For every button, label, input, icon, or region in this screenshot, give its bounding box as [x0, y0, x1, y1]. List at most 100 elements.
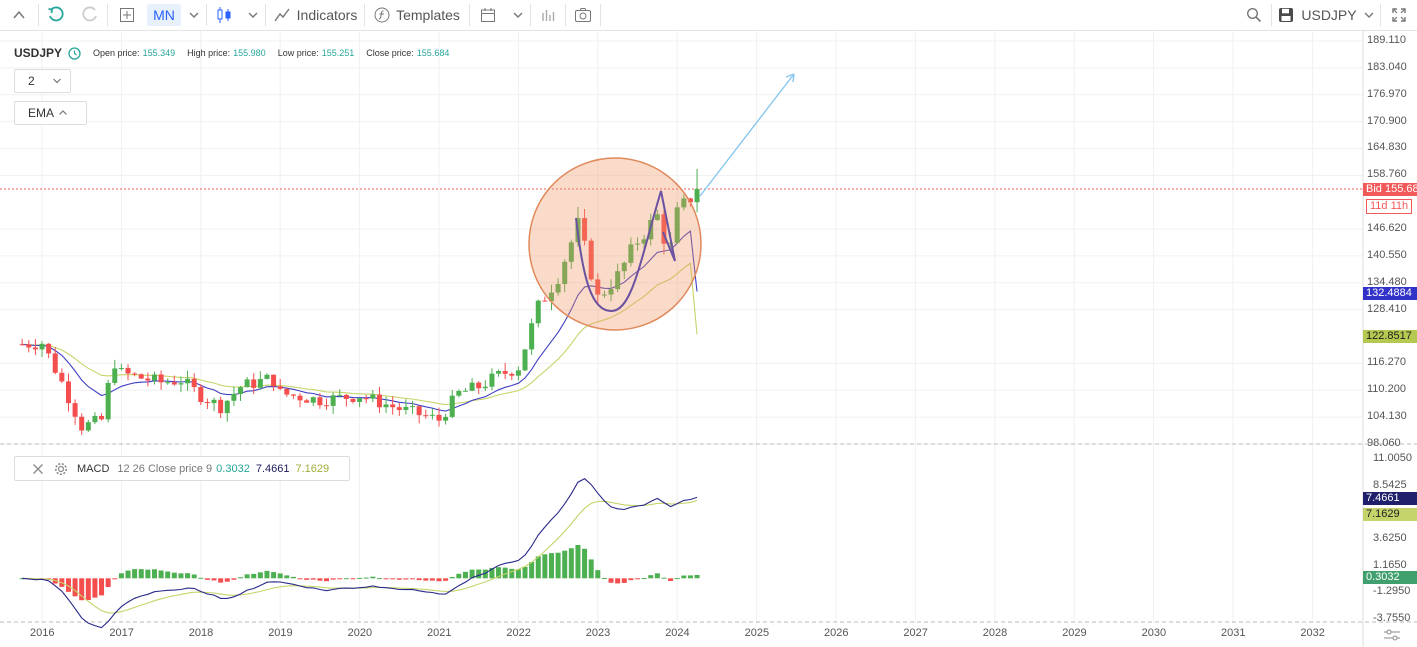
candle-up — [489, 373, 495, 387]
clock-icon — [68, 46, 81, 60]
templates-button[interactable]: Templates — [365, 0, 469, 30]
macd-histogram-bar — [681, 575, 687, 579]
candle-down — [588, 240, 594, 280]
divider — [364, 4, 365, 26]
save-icon[interactable] — [1272, 0, 1300, 30]
candle-up — [224, 400, 230, 414]
symbol-selector[interactable]: USDJPY — [1300, 0, 1358, 30]
macd-histogram-bar — [542, 554, 548, 579]
macd-histogram-bar — [158, 570, 164, 579]
macd-histogram-bar — [211, 578, 217, 581]
candle-up — [39, 343, 45, 350]
count-select[interactable]: 2 — [14, 69, 71, 93]
macd-histogram-bar — [635, 578, 640, 580]
indicators-button[interactable]: Indicators — [266, 0, 364, 30]
high-value: 155.980 — [233, 48, 266, 58]
timeframe-button[interactable]: MN — [146, 0, 182, 30]
ema-fast-line — [22, 230, 698, 412]
undo-icon[interactable] — [39, 0, 73, 30]
macd-histogram-bar — [79, 578, 85, 601]
candle-down — [99, 415, 105, 420]
candle-up — [443, 416, 449, 421]
year-tick-label: 2021 — [427, 627, 452, 639]
macd-histogram-bar — [185, 573, 191, 579]
candlestick-type-icon[interactable] — [207, 0, 241, 30]
symbol-chevron-down-icon[interactable] — [1358, 0, 1380, 30]
candle-down — [687, 198, 693, 203]
candle-up — [357, 398, 363, 402]
price-tick-label: 158.760 — [1367, 168, 1407, 181]
macd-histogram-bar — [396, 578, 402, 580]
chart-type-chevron-down-icon[interactable] — [241, 0, 265, 30]
open-value: 155.349 — [142, 48, 176, 58]
candle-up — [654, 214, 660, 220]
bid-price-badge: Bid 155.684 — [1363, 183, 1417, 196]
candle-down — [350, 398, 356, 402]
axis-settings-icon[interactable] — [1383, 628, 1401, 646]
macd-histogram-bar — [112, 578, 118, 580]
count-value: 2 — [28, 74, 35, 88]
macd-histogram-bar — [674, 578, 680, 580]
calendar-chevron-down-icon[interactable] — [506, 0, 530, 30]
macd-histogram-bar — [277, 573, 283, 579]
macd-histogram-bar — [85, 578, 91, 601]
macd-line-badge: 7.4661 — [1363, 492, 1417, 505]
ema-indicator-toggle[interactable]: EMA — [14, 101, 87, 125]
calendar-icon[interactable] — [470, 0, 506, 30]
macd-histogram-bar — [390, 578, 396, 580]
candle-down — [324, 405, 330, 407]
price-tick-label: 170.900 — [1367, 114, 1407, 127]
toolbar-right-group: USDJPY — [1237, 0, 1417, 30]
macd-tick-label: 8.5425 — [1373, 478, 1407, 491]
candle-down — [32, 347, 38, 350]
candle-down — [343, 394, 349, 399]
price-tick-label: 134.480 — [1367, 275, 1407, 288]
candle-down — [502, 371, 508, 374]
camera-icon[interactable] — [566, 0, 600, 30]
candle-up — [310, 397, 316, 403]
candle-up — [529, 323, 535, 350]
macd-histogram-bar — [224, 578, 230, 582]
macd-histogram-bar — [568, 548, 574, 579]
candle-down — [317, 397, 323, 406]
close-icon[interactable] — [32, 463, 44, 475]
chart-canvas[interactable] — [0, 31, 1417, 647]
candle-down — [52, 353, 58, 373]
macd-tick-label: -3.7550 — [1373, 612, 1411, 624]
macd-histogram-bar — [489, 568, 495, 579]
macd-histogram-bar — [462, 571, 468, 579]
candle-up — [621, 262, 627, 272]
year-tick-label: 2024 — [665, 627, 690, 639]
open-label: Open price: — [93, 48, 140, 58]
search-icon[interactable] — [1237, 0, 1271, 30]
candle-down — [416, 406, 422, 416]
macd-histogram-bar — [694, 575, 700, 579]
year-tick-label: 2025 — [744, 627, 770, 639]
macd-histogram-bar — [515, 569, 521, 579]
bar-chart-icon[interactable] — [531, 0, 565, 30]
macd-histogram-bar — [615, 578, 621, 584]
macd-line — [22, 478, 698, 629]
timeframe-chevron-down-icon[interactable] — [182, 0, 206, 30]
gear-icon[interactable] — [54, 462, 68, 476]
macd-tick-label: 1.1650 — [1373, 558, 1407, 571]
collapse-chevron-up-icon[interactable] — [0, 0, 38, 30]
candle-down — [542, 300, 548, 302]
redo-icon[interactable] — [73, 0, 107, 30]
close-label: Close price: — [366, 48, 414, 58]
indicators-icon — [274, 8, 290, 22]
macd-histogram-bar — [324, 578, 330, 582]
macd-histogram-bar — [621, 578, 627, 583]
macd-histogram-bar — [171, 572, 177, 579]
low-value: 155.251 — [321, 48, 355, 58]
year-tick-label: 2023 — [585, 627, 611, 639]
macd-histogram-bar — [403, 578, 409, 580]
add-symbol-icon[interactable] — [108, 0, 146, 30]
year-tick-label: 2017 — [109, 627, 134, 639]
macd-histogram-bar — [502, 567, 508, 579]
macd-histogram-bar — [456, 573, 462, 579]
fullscreen-icon[interactable] — [1381, 0, 1417, 30]
macd-histogram-bar — [654, 573, 660, 579]
candle-up — [535, 300, 541, 324]
macd-histogram-bar — [608, 578, 614, 583]
